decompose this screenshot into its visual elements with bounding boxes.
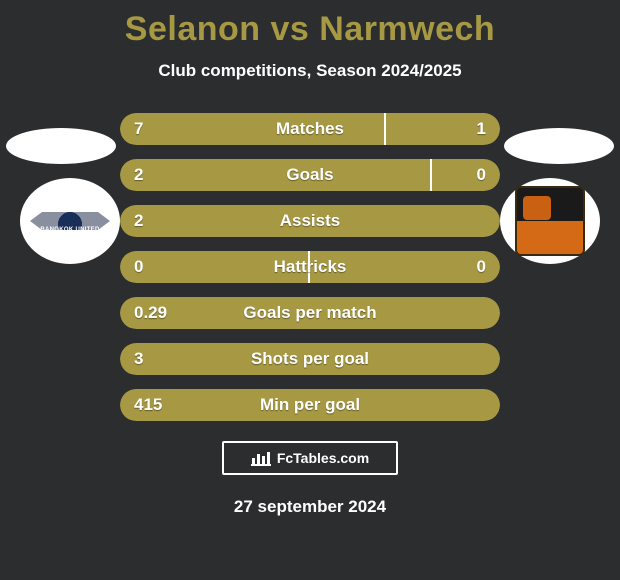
- stat-label: Hattricks: [120, 251, 500, 283]
- stat-row: 415Min per goal: [120, 389, 500, 421]
- stat-row: 3Shots per goal: [120, 343, 500, 375]
- stat-right-value: 0: [477, 251, 486, 283]
- footer-brand-badge: FcTables.com: [222, 441, 398, 475]
- bar-chart-icon: [251, 450, 271, 466]
- stat-label: Goals per match: [120, 297, 500, 329]
- date-text: 27 september 2024: [234, 497, 386, 517]
- stat-row: 2Assists: [120, 205, 500, 237]
- right-team-crest: [500, 178, 600, 264]
- left-crest-text: BANGKOK UNITED: [40, 227, 99, 233]
- right-crest-shield-icon: [515, 186, 585, 256]
- left-team-crest: BANGKOK UNITED: [20, 178, 120, 264]
- stat-label: Assists: [120, 205, 500, 237]
- comparison-card: Selanon vs Narmwech Club competitions, S…: [0, 0, 620, 580]
- stat-right-value: 1: [477, 113, 486, 145]
- stat-right-value: 0: [477, 159, 486, 191]
- left-player-silhouette: [6, 128, 116, 164]
- stat-label: Min per goal: [120, 389, 500, 421]
- page-subtitle: Club competitions, Season 2024/2025: [158, 61, 461, 81]
- stat-label: Goals: [120, 159, 500, 191]
- stat-row: 0.29Goals per match: [120, 297, 500, 329]
- stats-bars: 7Matches12Goals02Assists0Hattricks00.29G…: [120, 113, 500, 421]
- stat-label: Matches: [120, 113, 500, 145]
- stat-row: 7Matches1: [120, 113, 500, 145]
- bangkok-united-crest-icon: BANGKOK UNITED: [30, 206, 110, 236]
- footer-brand-text: FcTables.com: [277, 450, 369, 466]
- stat-row: 0Hattricks0: [120, 251, 500, 283]
- right-player-silhouette: [504, 128, 614, 164]
- stat-row: 2Goals0: [120, 159, 500, 191]
- page-title: Selanon vs Narmwech: [125, 10, 495, 49]
- stat-label: Shots per goal: [120, 343, 500, 375]
